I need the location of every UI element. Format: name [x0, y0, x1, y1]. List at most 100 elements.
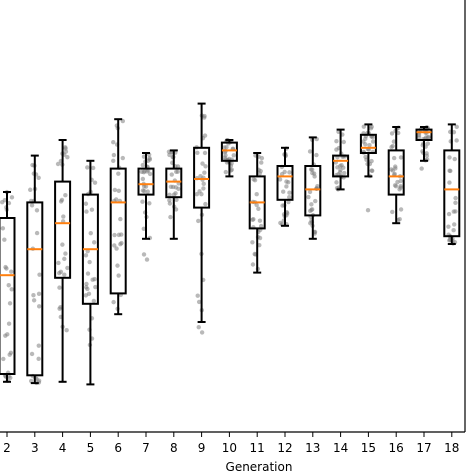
- data-point: [231, 153, 236, 158]
- data-point: [168, 214, 173, 220]
- data-point: [56, 260, 61, 266]
- data-point: [252, 251, 257, 257]
- data-point: [287, 170, 292, 175]
- data-point: [145, 189, 150, 194]
- data-point: [116, 273, 121, 278]
- box-group-4: [54, 139, 72, 383]
- x-tick-label: 4: [59, 441, 67, 455]
- data-point: [202, 133, 208, 138]
- data-point: [83, 253, 89, 258]
- data-point: [167, 192, 172, 197]
- flier-point: [141, 252, 147, 257]
- data-point: [36, 175, 41, 181]
- data-point: [451, 227, 456, 233]
- data-point: [34, 230, 40, 236]
- data-point: [115, 263, 120, 268]
- data-point: [201, 181, 206, 187]
- data-point: [57, 270, 62, 276]
- data-point: [62, 272, 67, 277]
- data-point: [91, 240, 97, 245]
- data-point: [370, 139, 376, 144]
- data-point: [1, 356, 6, 362]
- data-point: [114, 246, 119, 251]
- data-point: [174, 197, 179, 203]
- data-point: [425, 141, 431, 146]
- data-point: [29, 203, 35, 208]
- data-point: [90, 165, 96, 171]
- data-point: [453, 200, 458, 205]
- data-point: [363, 154, 368, 160]
- data-point: [416, 135, 422, 140]
- flier-point: [199, 330, 205, 335]
- x-tick-label: 9: [198, 441, 206, 455]
- data-point: [369, 158, 374, 164]
- data-point: [6, 283, 11, 288]
- data-point: [140, 199, 145, 204]
- box-group-2: [0, 189, 16, 383]
- data-point: [286, 180, 291, 185]
- data-point: [92, 276, 97, 282]
- flier-point: [144, 257, 150, 262]
- data-point: [86, 291, 92, 297]
- x-tick-label: 6: [114, 441, 122, 455]
- data-point: [390, 143, 395, 149]
- data-point: [2, 197, 8, 203]
- box-iqr: [26, 201, 44, 377]
- box-iqr: [165, 167, 183, 199]
- data-point: [58, 199, 64, 204]
- data-point: [85, 165, 90, 170]
- data-point: [258, 168, 263, 174]
- data-point: [395, 179, 400, 185]
- x-tick-label: 11: [250, 441, 265, 455]
- data-point: [167, 201, 173, 206]
- box-iqr: [415, 128, 433, 142]
- data-point: [120, 155, 125, 161]
- flier-point: [365, 208, 371, 213]
- data-point: [338, 167, 343, 173]
- data-point: [309, 167, 315, 172]
- data-point: [203, 201, 208, 207]
- box-group-6: [109, 118, 127, 316]
- x-tick-label: 3: [31, 441, 39, 455]
- data-point: [369, 124, 374, 129]
- box-iqr: [193, 146, 211, 209]
- data-point: [309, 207, 315, 212]
- box-group-17: [415, 125, 433, 171]
- data-point: [118, 216, 123, 222]
- data-point: [145, 158, 151, 164]
- data-point: [36, 304, 42, 309]
- data-point: [55, 161, 61, 167]
- data-point: [251, 216, 256, 222]
- data-point: [36, 356, 41, 362]
- data-point: [202, 150, 208, 156]
- data-point: [142, 169, 147, 174]
- box-iqr: [109, 167, 127, 295]
- data-point: [84, 209, 89, 214]
- data-point: [30, 162, 35, 168]
- data-point: [111, 140, 116, 145]
- data-point: [65, 155, 70, 160]
- x-tick-label: 10: [222, 441, 237, 455]
- box-iqr: [0, 217, 16, 375]
- box-group-12: [276, 146, 294, 227]
- data-point: [116, 171, 121, 176]
- x-axis-label: Generation: [226, 460, 293, 474]
- data-point: [314, 152, 319, 158]
- data-point: [37, 272, 42, 277]
- data-point: [196, 218, 201, 224]
- box-iqr: [54, 180, 72, 279]
- data-point: [140, 162, 146, 168]
- data-point: [398, 207, 404, 212]
- data-point: [224, 144, 229, 150]
- data-point: [254, 192, 259, 197]
- data-point: [194, 192, 200, 197]
- x-tick-label: 13: [305, 441, 320, 455]
- x-tick-label: 14: [333, 441, 348, 455]
- data-point: [447, 155, 452, 160]
- data-point: [64, 328, 69, 333]
- data-point: [284, 184, 289, 189]
- box-iqr: [332, 154, 350, 178]
- box-iqr: [359, 133, 377, 155]
- data-point: [363, 136, 368, 142]
- data-point: [287, 194, 292, 200]
